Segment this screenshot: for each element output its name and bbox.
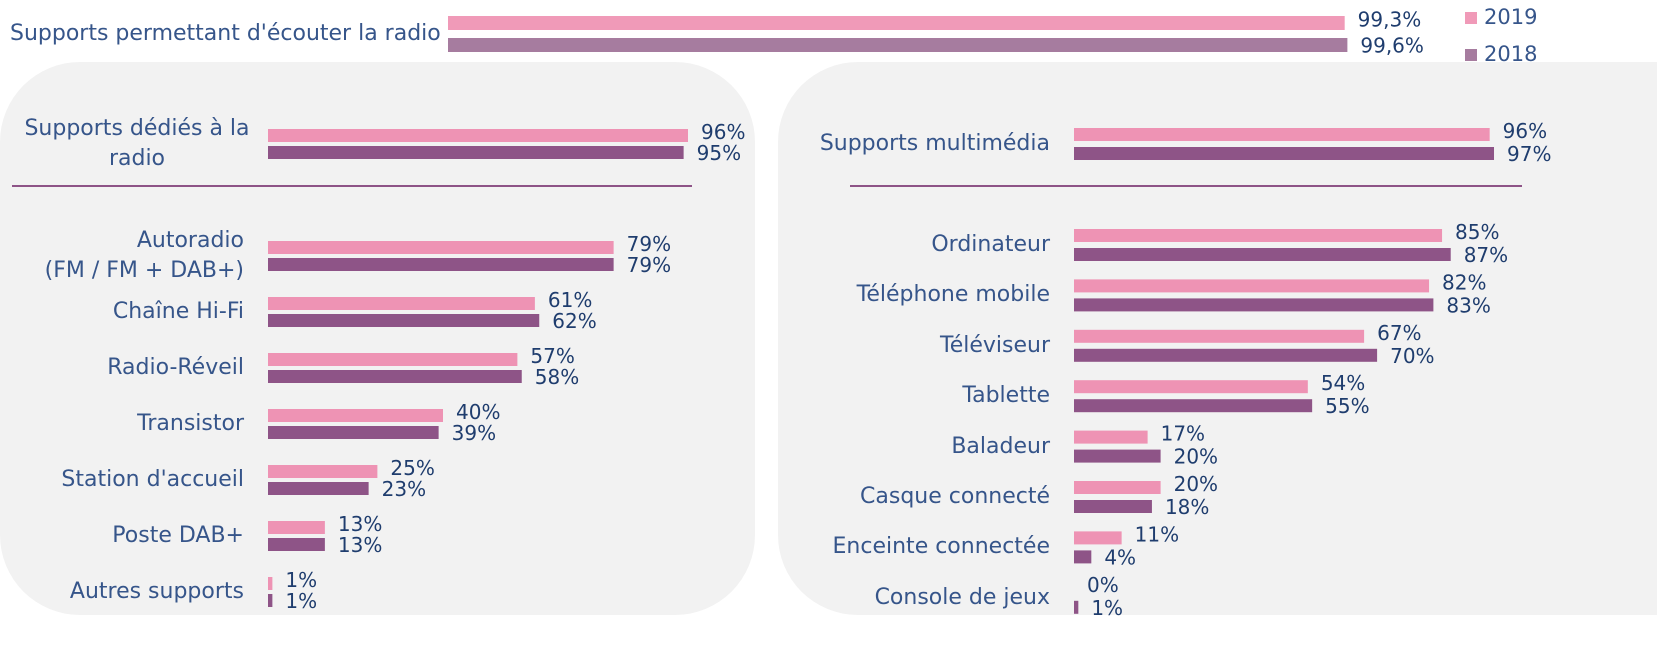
category-label: Station d'accueil bbox=[61, 467, 244, 492]
bar bbox=[1074, 279, 1430, 293]
value-label: 18% bbox=[1165, 495, 1209, 519]
value-label: 79% bbox=[627, 232, 671, 256]
bar bbox=[448, 16, 1345, 30]
category-label: Supports dédiés à la radio bbox=[24, 116, 250, 171]
value-label: 39% bbox=[452, 421, 496, 445]
value-label: 82% bbox=[1442, 270, 1486, 294]
category-label: Supports multimédia bbox=[819, 131, 1050, 156]
value-label: 99,3% bbox=[1358, 8, 1422, 32]
value-label: 1% bbox=[285, 589, 317, 613]
bar bbox=[1074, 449, 1161, 463]
bar bbox=[1074, 147, 1495, 160]
value-label: 61% bbox=[548, 288, 592, 312]
bar bbox=[268, 409, 443, 422]
bar bbox=[1074, 329, 1365, 343]
bar bbox=[1074, 430, 1148, 444]
bar bbox=[268, 353, 518, 366]
bar bbox=[1074, 248, 1451, 261]
value-label: 55% bbox=[1325, 394, 1369, 418]
value-label: 0% bbox=[1087, 573, 1119, 597]
bar bbox=[1074, 128, 1490, 141]
bar bbox=[268, 521, 325, 534]
bar bbox=[268, 146, 684, 159]
category-label: Baladeur bbox=[951, 433, 1050, 459]
category-label: Radio-Réveil bbox=[107, 355, 244, 380]
value-label: 62% bbox=[552, 309, 596, 333]
value-label: 4% bbox=[1104, 545, 1136, 569]
value-label: 70% bbox=[1390, 344, 1434, 368]
bar bbox=[268, 129, 688, 142]
legend-swatch bbox=[1465, 49, 1477, 61]
value-label: 85% bbox=[1455, 220, 1499, 244]
category-label: Autoradio (FM / FM + DAB+) bbox=[44, 228, 244, 283]
value-label: 25% bbox=[390, 456, 434, 480]
category-label: Casque connecté bbox=[860, 484, 1050, 509]
category-label: Transistor bbox=[137, 411, 244, 436]
bar bbox=[1074, 399, 1313, 413]
bar bbox=[1074, 380, 1308, 394]
value-label: 20% bbox=[1174, 445, 1218, 469]
value-label: 20% bbox=[1174, 472, 1218, 496]
value-label: 96% bbox=[1503, 119, 1547, 143]
legend-swatch bbox=[1465, 12, 1477, 24]
bar bbox=[268, 577, 273, 590]
category-label: Ordinateur bbox=[931, 232, 1050, 257]
bar bbox=[1074, 348, 1378, 362]
bar bbox=[448, 38, 1348, 52]
value-label: 97% bbox=[1507, 142, 1551, 166]
value-label: 83% bbox=[1446, 293, 1490, 317]
value-label: 79% bbox=[627, 253, 671, 277]
legend-label: 2018 bbox=[1484, 42, 1537, 66]
bar bbox=[268, 465, 378, 478]
bar bbox=[268, 314, 540, 327]
value-label: 54% bbox=[1321, 371, 1365, 395]
value-label: 23% bbox=[382, 477, 426, 501]
value-label: 87% bbox=[1464, 243, 1508, 267]
value-label: 99,6% bbox=[1360, 34, 1424, 58]
value-label: 95% bbox=[697, 141, 741, 165]
category-label: Poste DAB+ bbox=[112, 523, 244, 548]
value-label: 67% bbox=[1377, 321, 1421, 345]
bar bbox=[268, 538, 325, 551]
value-label: 17% bbox=[1161, 422, 1205, 446]
value-label: 58% bbox=[535, 365, 579, 389]
bar bbox=[268, 241, 614, 254]
bar bbox=[268, 594, 273, 607]
category-label: Enceinte connectée bbox=[832, 534, 1050, 560]
category-label: Téléviseur bbox=[940, 332, 1050, 358]
bar bbox=[268, 370, 522, 383]
bar bbox=[268, 482, 369, 495]
bar bbox=[268, 258, 614, 271]
category-label: Téléphone mobile bbox=[856, 282, 1050, 308]
bar bbox=[1074, 600, 1079, 614]
bar bbox=[1074, 550, 1092, 564]
bar bbox=[268, 426, 439, 439]
panel-left bbox=[0, 62, 755, 615]
value-label: 13% bbox=[338, 512, 382, 536]
value-label: 1% bbox=[1091, 596, 1123, 620]
bar bbox=[1074, 481, 1161, 494]
category-label: Console de jeux bbox=[874, 584, 1050, 610]
category-label: Autres supports bbox=[69, 579, 244, 604]
category-label: Chaîne Hi-Fi bbox=[112, 299, 244, 324]
value-label: 1% bbox=[285, 568, 317, 592]
value-label: 40% bbox=[456, 400, 500, 424]
category-label: Tablette bbox=[962, 383, 1050, 409]
bar bbox=[1074, 531, 1122, 545]
value-label: 57% bbox=[530, 344, 574, 368]
value-label: 96% bbox=[701, 120, 745, 144]
bar bbox=[1074, 500, 1152, 513]
value-label: 11% bbox=[1135, 522, 1179, 546]
legend-label: 2019 bbox=[1484, 5, 1537, 29]
bar bbox=[1074, 298, 1434, 312]
value-label: 13% bbox=[338, 533, 382, 557]
bar bbox=[268, 297, 535, 310]
category-label: Supports permettant d'écouter la radio bbox=[10, 21, 441, 46]
bar bbox=[1074, 229, 1443, 242]
